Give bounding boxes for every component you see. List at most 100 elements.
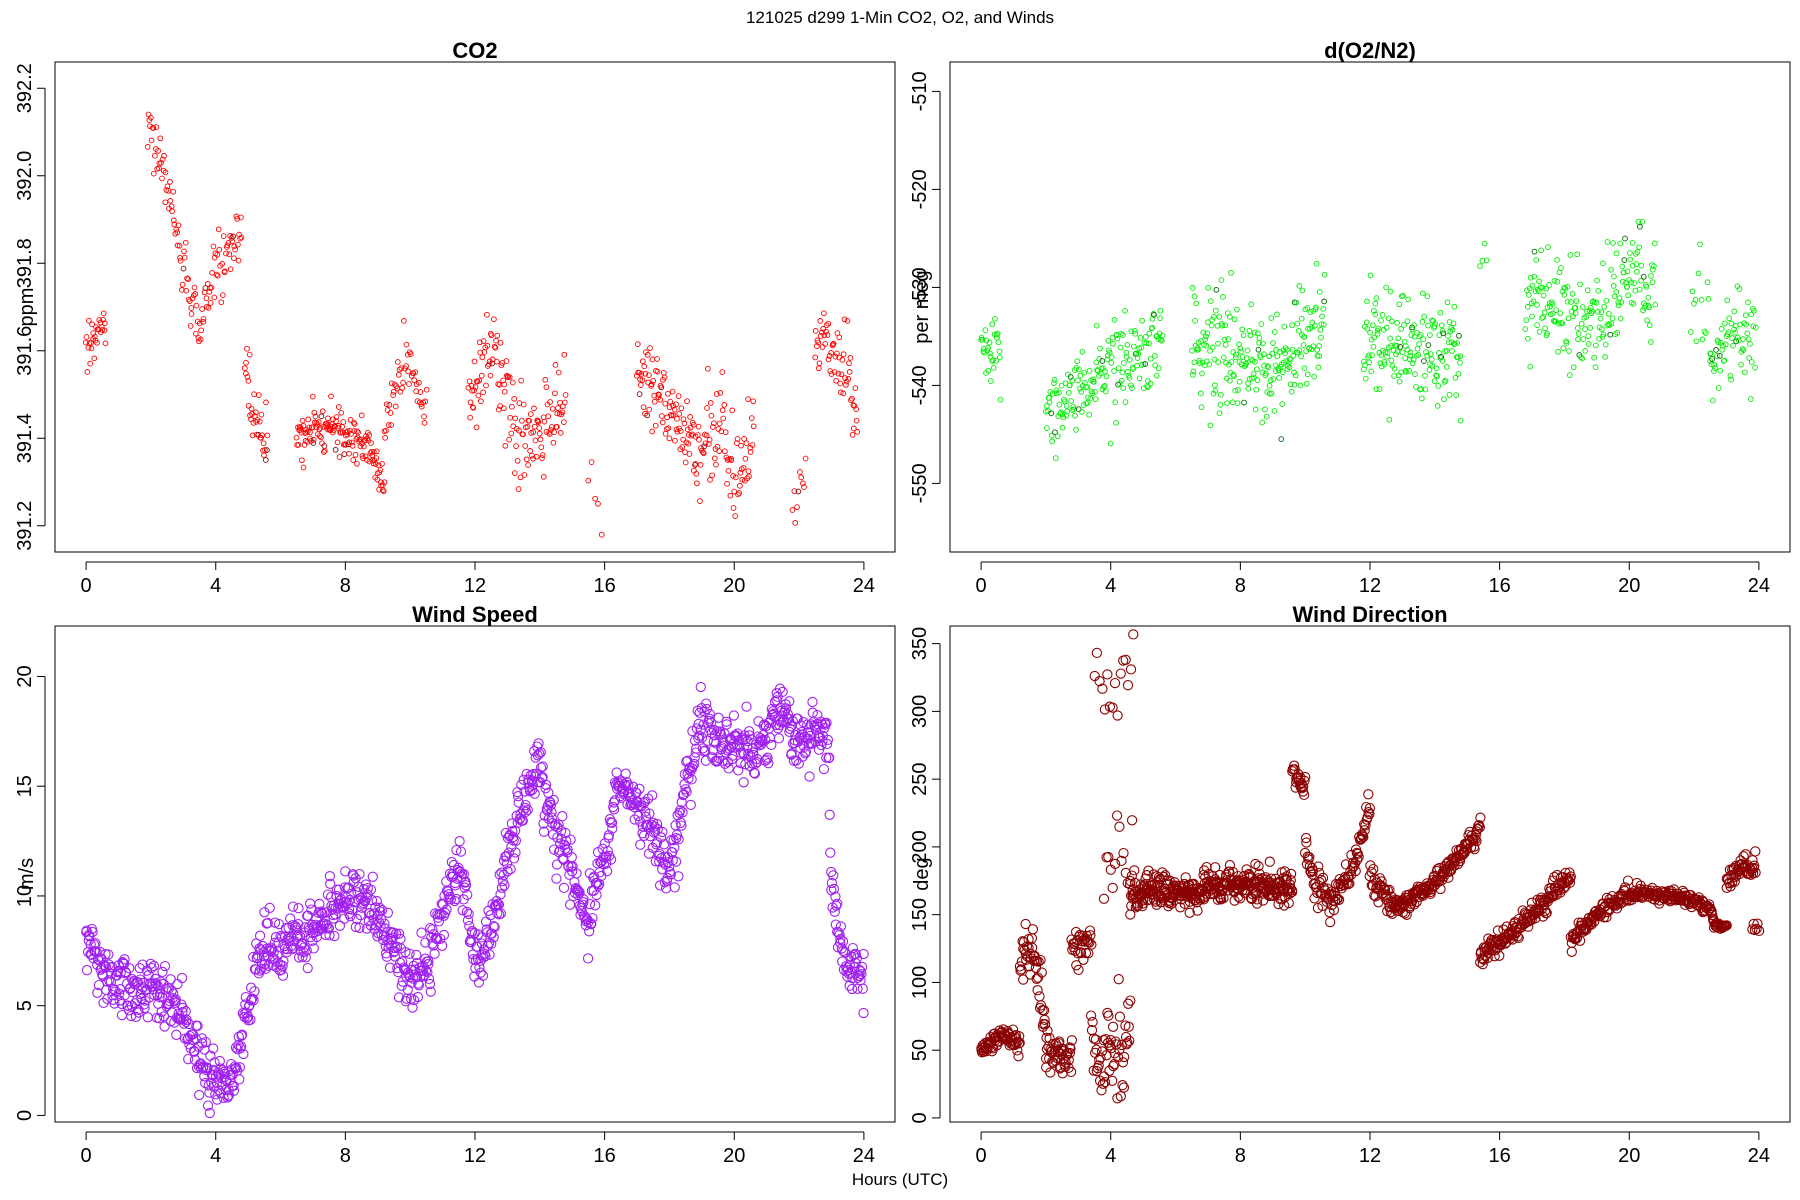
data-point [1553, 307, 1559, 313]
data-point [88, 345, 95, 352]
data-point [1456, 332, 1462, 339]
data-point [660, 369, 667, 376]
data-point [704, 365, 711, 372]
data-point [1107, 882, 1118, 894]
data-point [843, 381, 849, 388]
data-point [1386, 416, 1393, 423]
data-point [1371, 334, 1378, 341]
data-point [553, 819, 564, 830]
data-point [1575, 336, 1581, 343]
data-point [1294, 320, 1301, 327]
data-point [1235, 387, 1241, 393]
data-point [1115, 365, 1122, 372]
data-point [841, 966, 852, 977]
data-point [1619, 278, 1626, 285]
data-point [214, 251, 221, 258]
data-point [1692, 296, 1699, 303]
data-point [1443, 364, 1450, 370]
data-point [387, 932, 399, 943]
data-point [154, 1013, 165, 1024]
data-point [1289, 760, 1300, 771]
data-point [1205, 319, 1211, 326]
x-tick-label: 24 [1748, 1145, 1770, 1167]
data-point [1384, 350, 1391, 356]
data-point [1073, 427, 1079, 433]
data-point [403, 341, 410, 348]
data-point [1373, 386, 1380, 393]
data-point [1531, 248, 1538, 255]
data-point [1721, 920, 1732, 931]
data-point [152, 152, 158, 159]
plot-frame [949, 61, 1791, 553]
data-point [484, 342, 491, 349]
data-point [578, 897, 589, 908]
data-point [1587, 325, 1594, 331]
data-point [819, 344, 826, 350]
data-point [1045, 1067, 1056, 1078]
data-point [1018, 974, 1029, 985]
data-point [1162, 878, 1173, 889]
data-point [491, 316, 497, 323]
data-point [623, 780, 634, 791]
data-point [388, 422, 395, 428]
data-point [263, 399, 269, 406]
x-tick-label: 8 [340, 575, 351, 597]
data-point [830, 340, 837, 347]
data-point [316, 426, 323, 433]
data-point [685, 799, 696, 811]
data-point [852, 983, 863, 994]
data-point [1513, 932, 1524, 944]
data-point [1645, 294, 1652, 301]
data-point [1313, 861, 1324, 872]
data-point [1420, 336, 1426, 343]
data-point [1108, 359, 1115, 366]
data-point [1316, 289, 1323, 295]
data-point [992, 315, 998, 322]
data-point [780, 703, 792, 714]
data-point [528, 769, 539, 780]
data-point [467, 399, 474, 406]
data-point [1253, 366, 1260, 373]
data-point [260, 440, 267, 447]
data-point [670, 820, 681, 831]
data-point [1134, 355, 1141, 361]
data-point [743, 726, 755, 737]
data-point [1286, 364, 1293, 371]
data-point [1632, 250, 1639, 257]
data-point [1605, 310, 1612, 317]
data-point [1091, 647, 1103, 659]
data-point [743, 440, 750, 447]
data-point [1107, 1021, 1119, 1032]
data-point [555, 369, 562, 376]
data-point [370, 460, 377, 467]
data-point [815, 339, 822, 346]
data-point [418, 401, 425, 407]
data-point [1397, 344, 1404, 350]
data-point [555, 405, 561, 411]
data-point [780, 699, 791, 710]
data-point [413, 388, 420, 395]
data-point [662, 400, 669, 407]
data-point [1112, 399, 1119, 406]
data-point [1189, 347, 1195, 354]
data-point [1396, 301, 1403, 308]
data-point [1444, 866, 1455, 877]
data-point [516, 779, 527, 791]
data-point [1092, 388, 1098, 395]
data-point [354, 428, 360, 435]
data-point [676, 797, 687, 808]
data-point [341, 441, 347, 448]
data-point [675, 805, 686, 816]
data-point [840, 351, 847, 358]
data-point [1099, 704, 1111, 715]
data-point [425, 986, 436, 997]
data-point [148, 114, 154, 121]
data-point [1650, 891, 1662, 902]
data-point [1726, 315, 1732, 322]
data-point [728, 710, 740, 721]
data-point [1285, 874, 1296, 886]
x-tick-label: 12 [1359, 575, 1381, 597]
data-point [1715, 385, 1722, 391]
data-point [520, 401, 527, 408]
data-point [148, 137, 155, 144]
